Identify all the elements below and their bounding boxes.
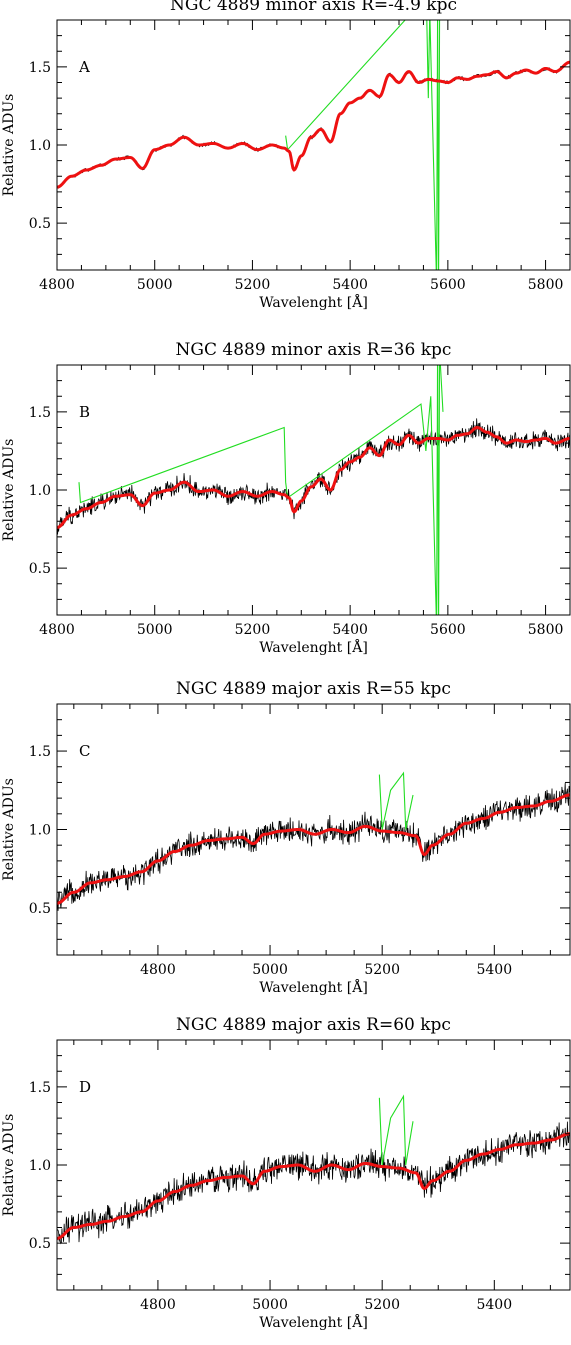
panel-letter: C bbox=[79, 742, 90, 760]
y-axis-label: Relative ADUs bbox=[1, 1114, 17, 1217]
plot-area bbox=[57, 771, 570, 911]
y-tick-label: 1.5 bbox=[29, 744, 51, 760]
model-fit bbox=[57, 426, 570, 529]
y-axis-label: Relative ADUs bbox=[1, 94, 17, 197]
y-tick-label: 1.5 bbox=[29, 405, 51, 421]
x-axis-label: Wavelenght [Å] bbox=[259, 293, 368, 311]
x-axis-label: Wavelenght [Å] bbox=[259, 978, 368, 996]
x-tick-label: 5400 bbox=[332, 277, 368, 293]
plot-area bbox=[57, 365, 570, 615]
observed-spectrum bbox=[57, 61, 570, 189]
model-fit bbox=[57, 793, 570, 905]
x-tick-label: 5600 bbox=[430, 622, 466, 638]
axes-frame bbox=[56, 364, 571, 616]
x-tick-label: 4800 bbox=[39, 277, 75, 293]
x-tick-label: 5600 bbox=[430, 277, 466, 293]
y-tick-label: 1.0 bbox=[29, 138, 51, 154]
x-tick-label: 5000 bbox=[137, 277, 173, 293]
model-fit bbox=[57, 60, 570, 189]
x-tick-label: 5400 bbox=[476, 962, 512, 978]
x-tick-label: 5200 bbox=[364, 1297, 400, 1313]
x-tick-label: 4800 bbox=[39, 622, 75, 638]
model-fit bbox=[57, 1132, 570, 1240]
plot-area bbox=[57, 1094, 570, 1245]
panel-c: 4800 5000 5200 5400 0.5 1.0 1.5 NGC 4889 major … bbox=[1, 679, 571, 996]
x-axis-label: Wavelenght [Å] bbox=[259, 1313, 368, 1331]
x-tick-label: 5400 bbox=[476, 1297, 512, 1313]
plot-area bbox=[57, 20, 570, 270]
x-tick-label: 5800 bbox=[528, 277, 564, 293]
x-tick-label: 5400 bbox=[332, 622, 368, 638]
observed-spectrum bbox=[57, 1121, 570, 1245]
x-tick-label: 5000 bbox=[137, 622, 173, 638]
y-axis-label: Relative ADUs bbox=[1, 778, 17, 881]
x-tick-label: 5000 bbox=[252, 1297, 288, 1313]
x-tick-label: 4800 bbox=[140, 1297, 176, 1313]
chart-title: NGC 4889 minor axis R=-4.9 kpc bbox=[170, 0, 457, 15]
masked-region bbox=[378, 1094, 414, 1166]
chart-title: NGC 4889 major axis R=55 kpc bbox=[176, 679, 451, 699]
panel-letter: A bbox=[78, 58, 90, 76]
panel-d: 4800 5000 5200 5400 0.5 1.0 1.5 NGC 4889 major … bbox=[1, 1015, 571, 1331]
panel-letter: B bbox=[79, 403, 90, 421]
x-tick-label: 5200 bbox=[235, 277, 271, 293]
y-axis-label: Relative ADUs bbox=[1, 439, 17, 542]
y-tick-label: 1.0 bbox=[29, 823, 51, 839]
panel-b: 4800 5000 5200 5400 5600 5800 0.5 1.0 1.5 NGC 488… bbox=[1, 340, 571, 656]
y-tick-label: 0.5 bbox=[29, 901, 51, 917]
observed-spectrum bbox=[57, 782, 570, 911]
chart-title: NGC 4889 major axis R=60 kpc bbox=[176, 1015, 451, 1035]
x-tick-label: 5200 bbox=[235, 622, 271, 638]
panel-a: 4800 5000 5200 5400 5600 5800 0.5 1.0 1.5 NGC 488… bbox=[1, 0, 571, 311]
chart-title: NGC 4889 minor axis R=36 kpc bbox=[176, 340, 452, 360]
x-tick-label: 5200 bbox=[364, 962, 400, 978]
y-tick-label: 0.5 bbox=[29, 1236, 51, 1252]
panel-letter: D bbox=[79, 1078, 91, 1096]
y-tick-label: 1.0 bbox=[29, 1158, 51, 1174]
y-tick-label: 1.0 bbox=[29, 483, 51, 499]
y-tick-label: 1.5 bbox=[29, 1080, 51, 1096]
masked-region bbox=[378, 771, 414, 830]
y-tick-label: 1.5 bbox=[29, 60, 51, 76]
masked-region bbox=[285, 20, 441, 270]
x-tick-label: 5800 bbox=[528, 622, 564, 638]
x-tick-label: 4800 bbox=[140, 962, 176, 978]
masked-region bbox=[78, 365, 444, 615]
y-tick-label: 0.5 bbox=[29, 216, 51, 232]
y-tick-label: 0.5 bbox=[29, 561, 51, 577]
x-axis-label: Wavelenght [Å] bbox=[259, 638, 368, 656]
x-tick-label: 5000 bbox=[252, 962, 288, 978]
axes-frame bbox=[56, 19, 571, 271]
